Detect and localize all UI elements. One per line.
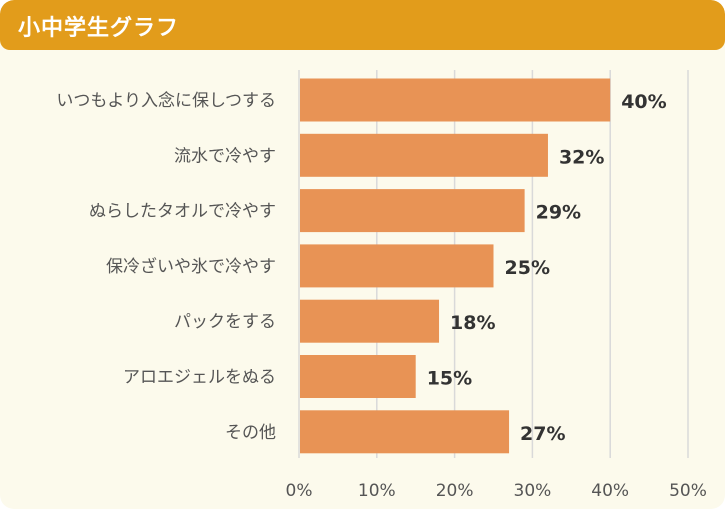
data-label: 40% [621, 91, 666, 113]
category-label: その他 [225, 423, 276, 443]
x-tick-label: 40% [591, 481, 629, 501]
data-label: 25% [505, 257, 550, 279]
header-bar: 小中学生グラフ [0, 0, 725, 50]
bar [300, 189, 525, 233]
data-label: 15% [427, 368, 472, 390]
data-label: 29% [536, 202, 581, 224]
category-label: アロエジェルをぬる [123, 368, 276, 388]
category-label: いつもより入念に保しつする [56, 90, 276, 111]
bar [300, 410, 510, 454]
data-label: 18% [450, 312, 495, 334]
category-label: 保冷ざいや氷で冷やす [106, 256, 276, 277]
category-label: 流水で冷やす [174, 146, 276, 166]
bar [300, 244, 494, 288]
category-label: パックをする [174, 312, 276, 332]
x-tick-label: 0% [286, 481, 313, 501]
bar [300, 78, 611, 122]
bar [300, 133, 548, 177]
data-label: 32% [559, 146, 604, 168]
chart-title: 小中学生グラフ [18, 16, 180, 41]
bar [300, 355, 416, 398]
x-tick-label: 30% [514, 481, 552, 501]
data-label: 27% [520, 423, 565, 445]
category-label: ぬらしたタオルで冷やす [89, 202, 276, 222]
bar [300, 299, 440, 343]
x-tick-label: 10% [358, 481, 396, 501]
x-tick-label: 20% [436, 481, 474, 501]
x-tick-label: 50% [669, 481, 707, 501]
